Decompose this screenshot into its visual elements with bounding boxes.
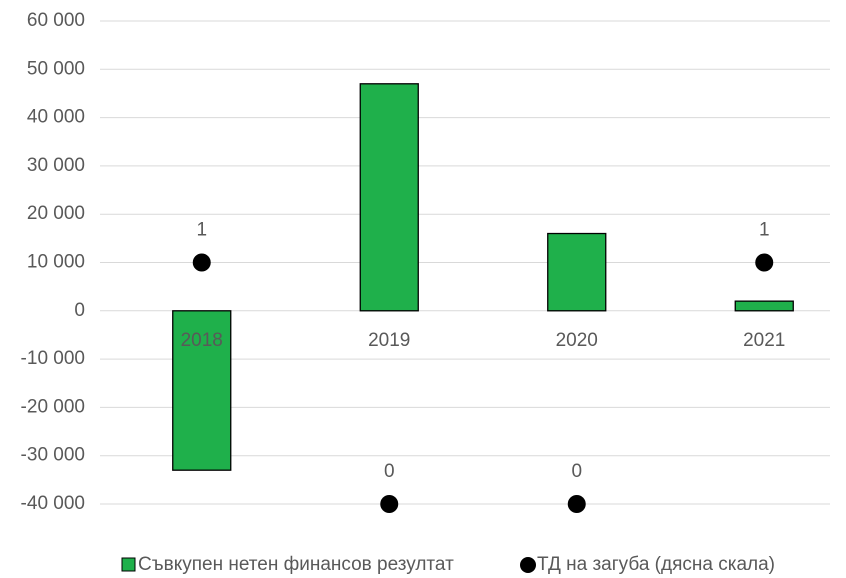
data-label: 1 bbox=[759, 220, 770, 241]
y-tick-label: -30 000 bbox=[21, 445, 85, 466]
y-tick-label: 40 000 bbox=[27, 107, 85, 128]
data-label: 0 bbox=[571, 461, 582, 482]
y-tick-label: -40 000 bbox=[21, 493, 85, 514]
x-tick-label: 2020 bbox=[556, 330, 598, 351]
legend-swatch bbox=[121, 557, 136, 572]
x-tick-label: 2019 bbox=[368, 330, 410, 351]
y-tick-label: 10 000 bbox=[27, 252, 85, 273]
y-tick-label: 0 bbox=[74, 300, 85, 321]
y-tick-label: 30 000 bbox=[27, 155, 85, 176]
x-tick-label: 2021 bbox=[743, 330, 785, 351]
legend-label: Съвкупен нетен финансов резултат bbox=[138, 554, 454, 575]
y-tick-label: -20 000 bbox=[21, 396, 85, 417]
y-tick-label: 50 000 bbox=[27, 58, 85, 79]
x-tick-label: 2018 bbox=[181, 330, 223, 351]
data-label: 0 bbox=[384, 461, 395, 482]
point bbox=[380, 495, 399, 513]
y-tick-label: -10 000 bbox=[21, 348, 85, 369]
bar bbox=[172, 310, 232, 471]
legend-swatch bbox=[520, 557, 536, 573]
bar bbox=[547, 232, 607, 312]
data-label: 1 bbox=[196, 220, 207, 241]
point bbox=[192, 253, 211, 272]
y-tick-label: 60 000 bbox=[27, 10, 85, 31]
bar bbox=[734, 300, 794, 312]
point bbox=[567, 495, 586, 513]
point bbox=[755, 253, 774, 272]
y-tick-label: 20 000 bbox=[27, 203, 85, 224]
bar bbox=[359, 83, 419, 312]
legend-label: ТД на загуба (дясна скала) bbox=[537, 554, 775, 575]
